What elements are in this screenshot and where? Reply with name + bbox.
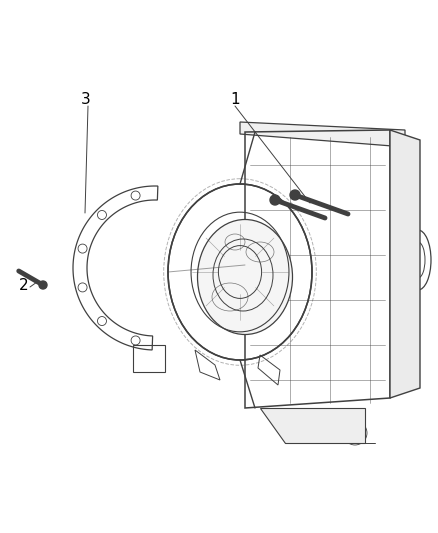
Text: 1: 1 xyxy=(230,93,240,108)
Ellipse shape xyxy=(198,220,293,335)
Polygon shape xyxy=(390,130,420,398)
Circle shape xyxy=(270,195,280,205)
Text: 3: 3 xyxy=(81,93,91,108)
Text: 2: 2 xyxy=(19,278,29,293)
Polygon shape xyxy=(260,408,365,443)
Circle shape xyxy=(39,281,47,289)
Circle shape xyxy=(290,190,300,200)
Polygon shape xyxy=(240,122,405,147)
